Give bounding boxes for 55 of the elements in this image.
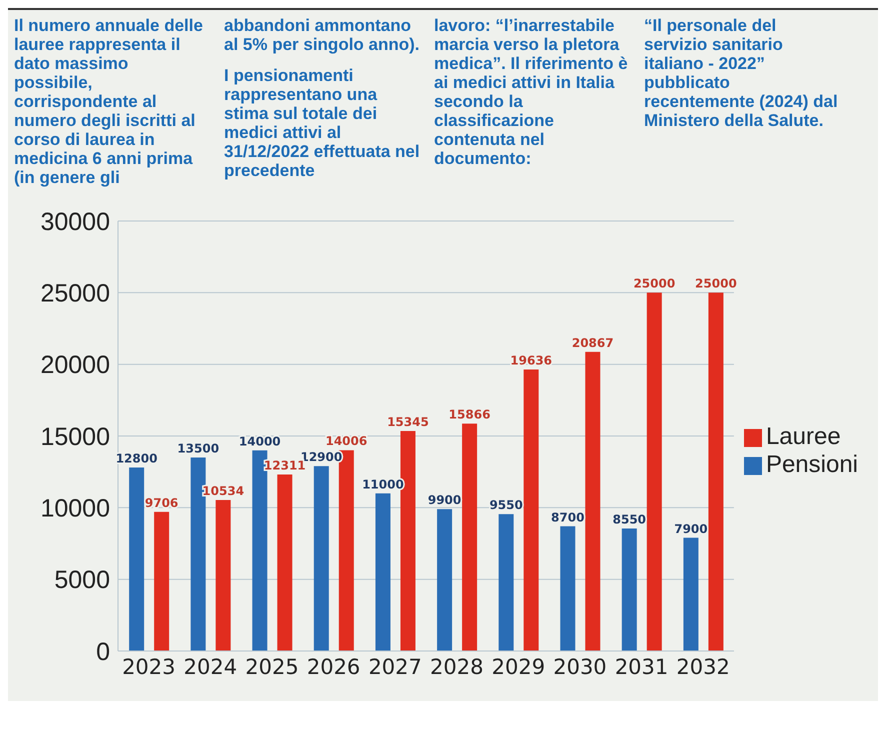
x-tick-label: 2030 <box>553 654 607 679</box>
data-label: 8550 <box>612 512 646 526</box>
data-label: 13500 <box>177 442 220 456</box>
y-tick-label: 20000 <box>40 351 110 380</box>
bar <box>708 292 724 651</box>
data-label: 9550 <box>489 498 523 512</box>
bar <box>560 526 576 651</box>
bar <box>375 493 390 651</box>
data-label: 19636 <box>510 354 552 368</box>
bar <box>314 466 329 651</box>
data-label: 15866 <box>448 408 490 422</box>
x-tick-label: 2029 <box>492 654 546 679</box>
data-label: 14006 <box>325 434 368 448</box>
bar <box>683 538 698 651</box>
text: lavoro: “l’inarrestabile marcia verso la pletora medica”. Il riferimento è ai medici attivi in Italia secondo la classificazione contenuta nel documento: <box>434 16 629 168</box>
bar <box>154 512 170 651</box>
x-tick-label: 2024 <box>184 654 238 679</box>
x-tick-label: 2027 <box>368 654 422 679</box>
data-label: 14000 <box>238 434 281 448</box>
y-tick-label: 15000 <box>40 422 110 451</box>
y-tick-label: 0 <box>96 638 110 666</box>
bar <box>129 468 144 651</box>
bar <box>277 474 292 651</box>
y-tick-label: 25000 <box>40 280 110 308</box>
y-tick-label: 5000 <box>54 566 110 594</box>
x-tick-label: 2028 <box>430 654 484 679</box>
data-label: 9706 <box>144 496 178 510</box>
data-label: 12800 <box>116 452 158 466</box>
data-label: 20867 <box>572 336 614 350</box>
x-tick-label: 2023 <box>122 654 176 679</box>
data-label: 7900 <box>674 522 708 536</box>
bar <box>585 352 600 651</box>
data-label: 25000 <box>633 276 676 291</box>
text: “Il personale del servizio sanitario italiano - 2022” pubblicato recentemente (2024) dal Ministero della Salute. <box>644 16 839 130</box>
legend-label: Lauree <box>766 423 841 450</box>
x-tick-label: 2026 <box>306 654 360 679</box>
y-tick-label: 30000 <box>40 208 110 236</box>
text: abbandoni ammontano al 5% per singolo anno). I pensionamenti rappresentano una stima sul totale dei medici attivi al 31/12/2022 effettuata nel precedente <box>224 16 420 180</box>
bar <box>216 500 231 651</box>
text: Il numero annuale delle lauree rappresenta il dato massimo possibile, corrispondente al numero degli iscritti al corso di laurea in medicina 6 anni prima (in genere gli <box>14 16 203 187</box>
legend-label: Pensioni <box>766 451 858 478</box>
x-tick-label: 2032 <box>676 654 730 679</box>
data-label: 15345 <box>387 415 429 430</box>
data-label: 9900 <box>428 493 462 508</box>
bar <box>622 528 637 651</box>
bar <box>646 292 662 651</box>
bar <box>462 424 478 651</box>
bar <box>498 514 514 651</box>
data-label: 25000 <box>695 276 737 291</box>
y-tick-label: 10000 <box>40 494 110 523</box>
bar <box>437 509 452 651</box>
x-tick-label: 2025 <box>245 654 299 679</box>
x-tick-label: 2031 <box>614 654 668 679</box>
data-label: 8700 <box>551 510 584 524</box>
bar <box>524 370 539 651</box>
